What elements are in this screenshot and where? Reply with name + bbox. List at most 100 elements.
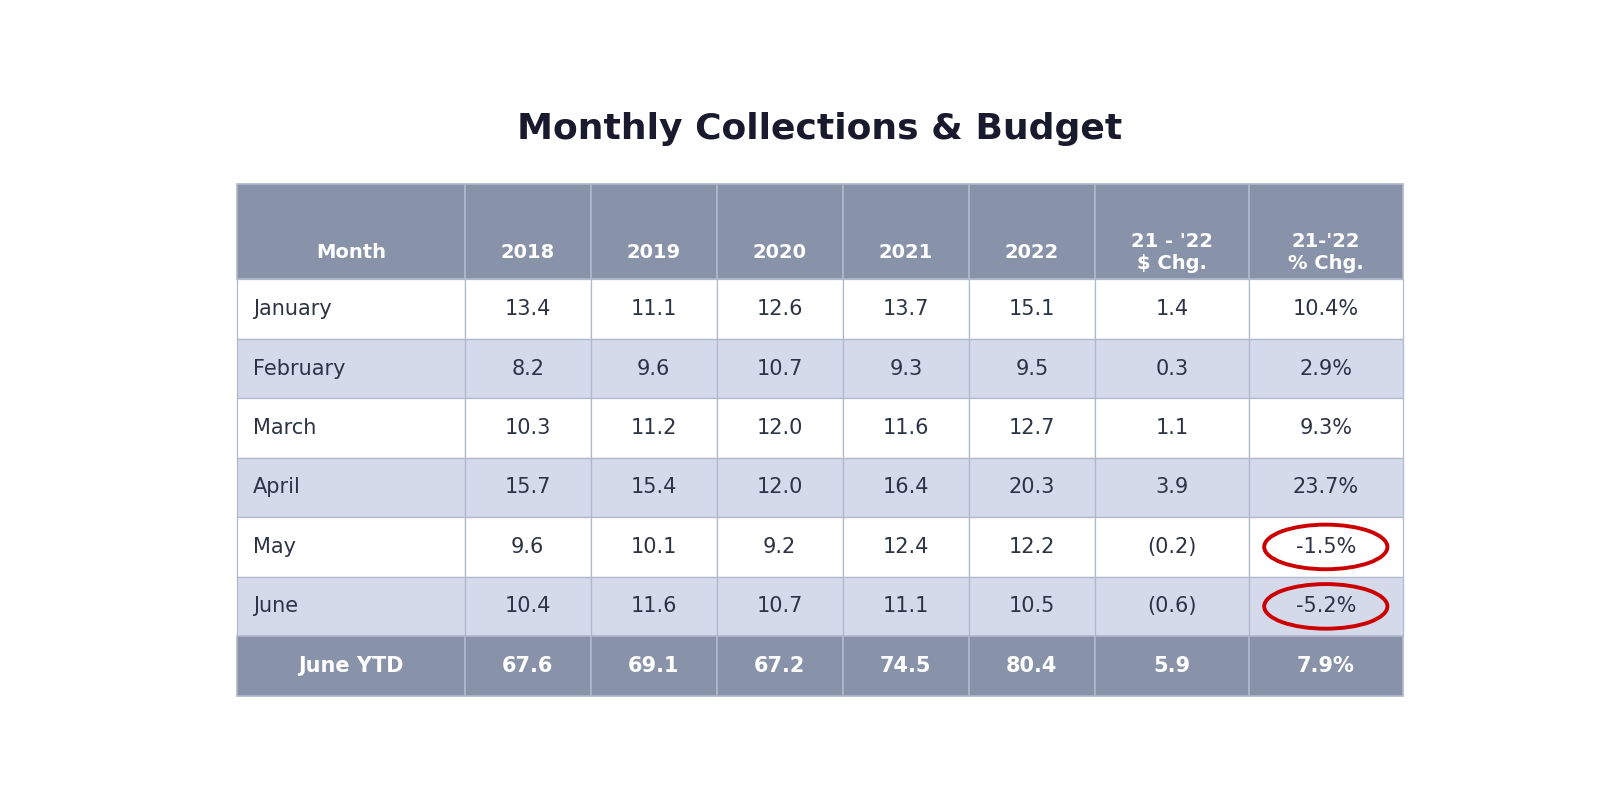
FancyBboxPatch shape <box>1248 517 1403 576</box>
FancyBboxPatch shape <box>1094 636 1248 696</box>
FancyBboxPatch shape <box>968 636 1094 696</box>
FancyBboxPatch shape <box>237 398 464 458</box>
FancyBboxPatch shape <box>464 279 590 339</box>
Text: 80.4: 80.4 <box>1006 656 1058 676</box>
Text: 12.7: 12.7 <box>1008 418 1054 438</box>
Text: 11.1: 11.1 <box>630 299 677 319</box>
FancyBboxPatch shape <box>717 279 843 339</box>
FancyBboxPatch shape <box>590 458 717 517</box>
Text: 5.9: 5.9 <box>1154 656 1190 676</box>
Text: 3.9: 3.9 <box>1155 478 1189 498</box>
Text: 21-'22
% Chg.: 21-'22 % Chg. <box>1288 232 1363 273</box>
Text: 74.5: 74.5 <box>880 656 931 676</box>
FancyBboxPatch shape <box>843 458 968 517</box>
Text: 2020: 2020 <box>752 244 806 263</box>
FancyBboxPatch shape <box>843 339 968 398</box>
FancyBboxPatch shape <box>843 576 968 636</box>
FancyBboxPatch shape <box>1094 185 1248 279</box>
FancyBboxPatch shape <box>1248 279 1403 339</box>
Text: 9.6: 9.6 <box>637 358 670 379</box>
FancyBboxPatch shape <box>237 636 464 696</box>
FancyBboxPatch shape <box>968 279 1094 339</box>
FancyBboxPatch shape <box>590 339 717 398</box>
Text: 12.4: 12.4 <box>883 537 930 557</box>
Text: 7.9%: 7.9% <box>1298 656 1355 676</box>
FancyBboxPatch shape <box>464 398 590 458</box>
Text: 2019: 2019 <box>627 244 680 263</box>
FancyBboxPatch shape <box>590 185 717 279</box>
FancyBboxPatch shape <box>843 398 968 458</box>
Text: 15.1: 15.1 <box>1008 299 1054 319</box>
Text: 13.7: 13.7 <box>883 299 930 319</box>
FancyBboxPatch shape <box>590 636 717 696</box>
Text: Month: Month <box>315 244 386 263</box>
Text: 11.1: 11.1 <box>883 596 930 616</box>
FancyBboxPatch shape <box>717 517 843 576</box>
FancyBboxPatch shape <box>1094 576 1248 636</box>
Text: 16.4: 16.4 <box>883 478 930 498</box>
Text: February: February <box>253 358 346 379</box>
FancyBboxPatch shape <box>843 636 968 696</box>
FancyBboxPatch shape <box>1094 398 1248 458</box>
FancyBboxPatch shape <box>237 517 464 576</box>
FancyBboxPatch shape <box>843 517 968 576</box>
Text: 1.4: 1.4 <box>1155 299 1189 319</box>
FancyBboxPatch shape <box>968 339 1094 398</box>
FancyBboxPatch shape <box>1248 636 1403 696</box>
Text: June: June <box>253 596 298 616</box>
Text: 11.6: 11.6 <box>630 596 677 616</box>
Text: 8.2: 8.2 <box>512 358 544 379</box>
FancyBboxPatch shape <box>968 458 1094 517</box>
Text: June YTD: June YTD <box>298 656 403 676</box>
FancyBboxPatch shape <box>1248 458 1403 517</box>
FancyBboxPatch shape <box>843 185 968 279</box>
Text: 69.1: 69.1 <box>627 656 680 676</box>
FancyBboxPatch shape <box>968 576 1094 636</box>
FancyBboxPatch shape <box>464 576 590 636</box>
FancyBboxPatch shape <box>237 279 464 339</box>
FancyBboxPatch shape <box>590 576 717 636</box>
Text: Monthly Collections & Budget: Monthly Collections & Budget <box>517 112 1123 146</box>
Text: 23.7%: 23.7% <box>1293 478 1358 498</box>
FancyBboxPatch shape <box>968 398 1094 458</box>
FancyBboxPatch shape <box>464 339 590 398</box>
FancyBboxPatch shape <box>590 517 717 576</box>
Text: 11.2: 11.2 <box>630 418 677 438</box>
FancyBboxPatch shape <box>843 279 968 339</box>
FancyBboxPatch shape <box>237 185 464 279</box>
Text: 12.0: 12.0 <box>757 418 803 438</box>
Text: 67.2: 67.2 <box>754 656 805 676</box>
Text: May: May <box>253 537 296 557</box>
Text: 12.0: 12.0 <box>757 478 803 498</box>
Text: March: March <box>253 418 317 438</box>
FancyBboxPatch shape <box>1248 185 1403 279</box>
Text: 2021: 2021 <box>878 244 933 263</box>
FancyBboxPatch shape <box>590 398 717 458</box>
FancyBboxPatch shape <box>464 517 590 576</box>
FancyBboxPatch shape <box>717 576 843 636</box>
Text: 1.1: 1.1 <box>1155 418 1189 438</box>
FancyBboxPatch shape <box>464 458 590 517</box>
Text: 67.6: 67.6 <box>502 656 554 676</box>
FancyBboxPatch shape <box>237 458 464 517</box>
Text: 10.7: 10.7 <box>757 596 803 616</box>
Text: 12.2: 12.2 <box>1008 537 1054 557</box>
FancyBboxPatch shape <box>968 185 1094 279</box>
FancyBboxPatch shape <box>717 398 843 458</box>
Text: 9.2: 9.2 <box>763 537 797 557</box>
FancyBboxPatch shape <box>717 636 843 696</box>
FancyBboxPatch shape <box>1248 339 1403 398</box>
Text: 10.5: 10.5 <box>1008 596 1054 616</box>
Text: 21 - '22
$ Chg.: 21 - '22 $ Chg. <box>1131 232 1213 273</box>
Text: 15.7: 15.7 <box>504 478 550 498</box>
FancyBboxPatch shape <box>1248 398 1403 458</box>
Text: 10.4%: 10.4% <box>1293 299 1358 319</box>
FancyBboxPatch shape <box>717 339 843 398</box>
FancyBboxPatch shape <box>717 185 843 279</box>
Text: 2018: 2018 <box>501 244 555 263</box>
Text: 10.7: 10.7 <box>757 358 803 379</box>
Text: April: April <box>253 478 301 498</box>
Text: 9.6: 9.6 <box>510 537 544 557</box>
Text: 12.6: 12.6 <box>757 299 803 319</box>
FancyBboxPatch shape <box>1094 279 1248 339</box>
